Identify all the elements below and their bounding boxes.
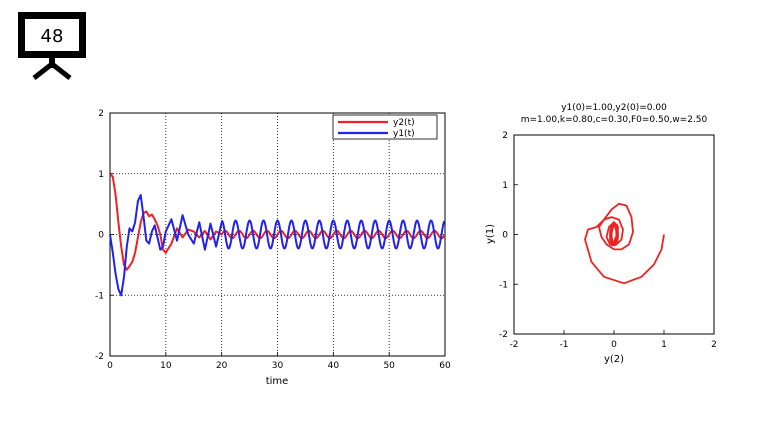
y-tick-label: 1 [98,170,104,180]
legend-label-y1: y1(t) [393,129,415,139]
x-tick-label: 20 [216,361,228,371]
x-tick-label: 50 [383,361,395,371]
legend-label-y2: y2(t) [393,118,415,128]
y-tick-label: -2 [499,330,508,340]
y-tick-label: -1 [95,291,104,301]
x-tick-label: 30 [272,361,284,371]
x-tick-label: -2 [510,340,519,350]
y-tick-label: 0 [502,231,508,241]
x-tick-label: 10 [160,361,172,371]
x-tick-label: 1 [661,340,667,350]
x-tick-label: 0 [611,340,617,350]
y-tick-label: -2 [95,352,104,362]
y-tick-label: -1 [499,280,508,290]
slide-number: 48 [40,26,64,47]
y-tick-label: 0 [98,231,104,241]
legend: y2(t) y1(t) [332,114,438,140]
x-tick-label: 60 [439,361,451,371]
chart-subtitle: m=1.00,k=0.80,c=0.30,F0=0.50,w=2.50 [521,115,708,125]
y-tick-label: 2 [502,131,508,141]
x-tick-label: -1 [560,340,569,350]
x-tick-label: 40 [328,361,340,371]
limit-cycle-loop [610,225,618,244]
x-tick-label: 2 [711,340,717,350]
x-tick-label: 0 [107,361,113,371]
x-axis-label: time [266,376,289,387]
y-tick-label: 2 [98,109,104,119]
series-line-y1 [109,194,446,297]
presentation-board-icon [18,12,86,80]
y-axis-label: y(1) [485,224,496,244]
chart-title: y1(0)=1.00,y2(0)=0.00 [561,103,667,113]
x-axis-label: y(2) [604,354,624,365]
y-tick-label: 1 [502,181,508,191]
